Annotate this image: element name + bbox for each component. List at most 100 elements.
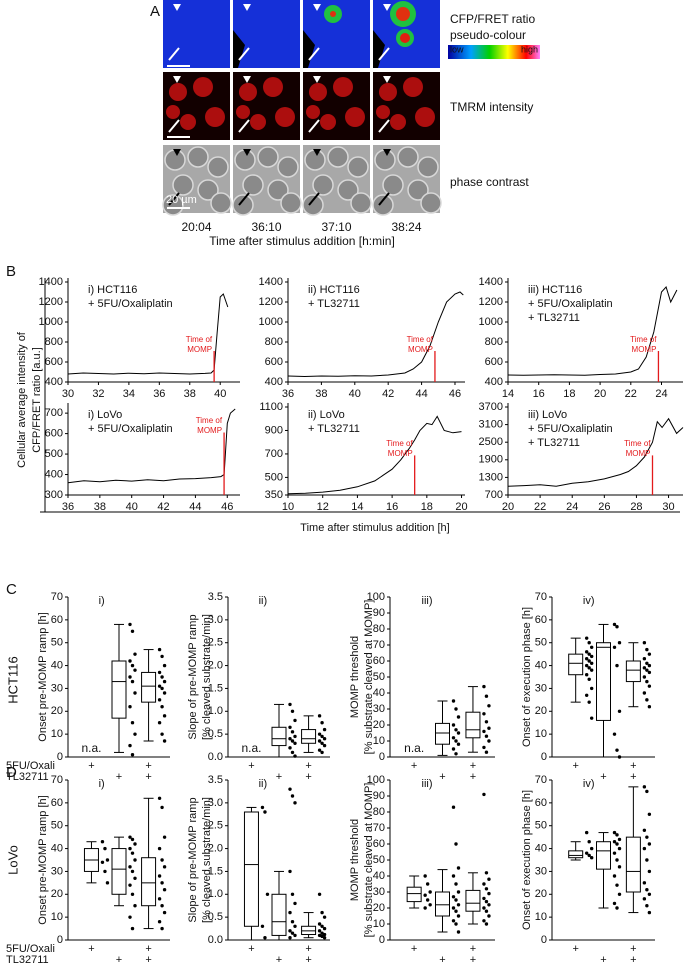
y-tick-label: 400 (45, 376, 63, 388)
x-tick-label: 36 (153, 388, 165, 400)
annotation: + TL32711 (308, 298, 360, 310)
data-point (320, 741, 324, 745)
y-axis-title: Slope of pre-MOMP ramp (187, 797, 199, 922)
data-point (484, 750, 489, 754)
data-point (157, 796, 162, 800)
arrow (378, 192, 390, 206)
data-point (615, 858, 619, 862)
data-point (617, 892, 622, 896)
chart-title: iii) (422, 595, 433, 607)
data-point (642, 666, 647, 670)
data-point (293, 801, 297, 805)
y-tick-label: 40 (51, 842, 63, 854)
data-point (160, 926, 164, 931)
arrowhead (383, 4, 391, 11)
phase-cell (382, 174, 404, 196)
data-point (617, 865, 622, 869)
row-label: phase contrast (450, 175, 529, 189)
data-point (322, 727, 327, 732)
data-point (157, 874, 162, 878)
y-tick-label: 60 (373, 838, 385, 850)
data-point (456, 890, 461, 894)
tmrm-cell (236, 105, 250, 119)
y-tick-label: 20 (373, 719, 385, 731)
box (111, 660, 127, 719)
data-point (157, 920, 162, 924)
y-axis-title: Cellular average intensity of (16, 331, 28, 468)
data-point (128, 659, 132, 663)
data-point (456, 866, 461, 870)
treatment-mark: + (439, 954, 445, 965)
phase-cell (417, 156, 439, 178)
data-point (454, 707, 458, 711)
chart-title: i) (99, 778, 105, 790)
data-point (157, 721, 162, 725)
data-point (128, 915, 132, 919)
data-point (645, 661, 649, 665)
trace (67, 293, 229, 375)
y-tick-label: 0.0 (208, 751, 223, 763)
data-point (642, 828, 647, 832)
arrowhead (173, 4, 181, 11)
y-tick-label: 1.0 (208, 888, 223, 900)
data-point (160, 904, 164, 908)
y-tick-label: 20 (535, 888, 547, 900)
x-tick-label: 22 (534, 501, 546, 513)
data-point (589, 856, 594, 860)
data-point (484, 922, 489, 926)
marker-label: MOMP (632, 345, 657, 354)
trace (67, 408, 236, 484)
y-axis-title: Onset pre-MOMP ramp [h] (37, 795, 49, 924)
y-tick-label: 0 (57, 934, 63, 946)
data-point (425, 898, 430, 902)
data-point (428, 903, 432, 907)
data-point (128, 622, 132, 627)
y-tick-label: 1400 (259, 276, 283, 288)
trace (507, 286, 678, 376)
box (465, 889, 481, 912)
x-axis-title: Time after stimulus addition [h] (300, 522, 449, 534)
arrowhead (243, 4, 251, 11)
y-tick-label: 50 (373, 854, 385, 866)
x-tick-label: 38 (315, 388, 327, 400)
arrow (238, 119, 250, 133)
panel-label: A (150, 3, 160, 20)
data-point (451, 736, 456, 740)
y-tick-label: 10 (535, 911, 547, 923)
chart-title: iv) (583, 595, 595, 607)
data-point (288, 746, 292, 750)
data-point (615, 883, 619, 887)
x-tick-label: 24 (655, 388, 667, 400)
data-point (484, 909, 489, 913)
tmrm-cell (169, 83, 187, 101)
x-tick-label: 18 (563, 388, 575, 400)
data-point (587, 652, 591, 656)
y-tick-label: 2.5 (208, 820, 223, 832)
data-point (320, 931, 324, 935)
x-tick-label: 44 (189, 501, 201, 513)
arrowhead (243, 149, 251, 156)
y-tick-label: 1200 (479, 296, 503, 308)
marker-label: MOMP (388, 449, 413, 458)
data-point (647, 842, 652, 846)
data-point (454, 728, 458, 732)
data-point (617, 846, 622, 851)
phase-cell (207, 156, 229, 178)
tmrm-cell (376, 105, 390, 119)
y-tick-label: 50 (373, 671, 385, 683)
tmrm-cell (239, 83, 257, 101)
treatment-mark: + (248, 943, 254, 955)
phase-cell (347, 156, 369, 178)
phase-cell (372, 194, 394, 216)
y-tick-label: 700 (45, 407, 63, 419)
phase-cell (337, 179, 359, 201)
marker-label: MOMP (197, 426, 222, 435)
y-tick-label: 3.0 (208, 797, 223, 809)
data-point (162, 835, 167, 839)
arrow (238, 192, 250, 206)
data-point (103, 846, 107, 851)
box (141, 671, 157, 703)
data-point (617, 837, 622, 842)
box (596, 841, 611, 870)
